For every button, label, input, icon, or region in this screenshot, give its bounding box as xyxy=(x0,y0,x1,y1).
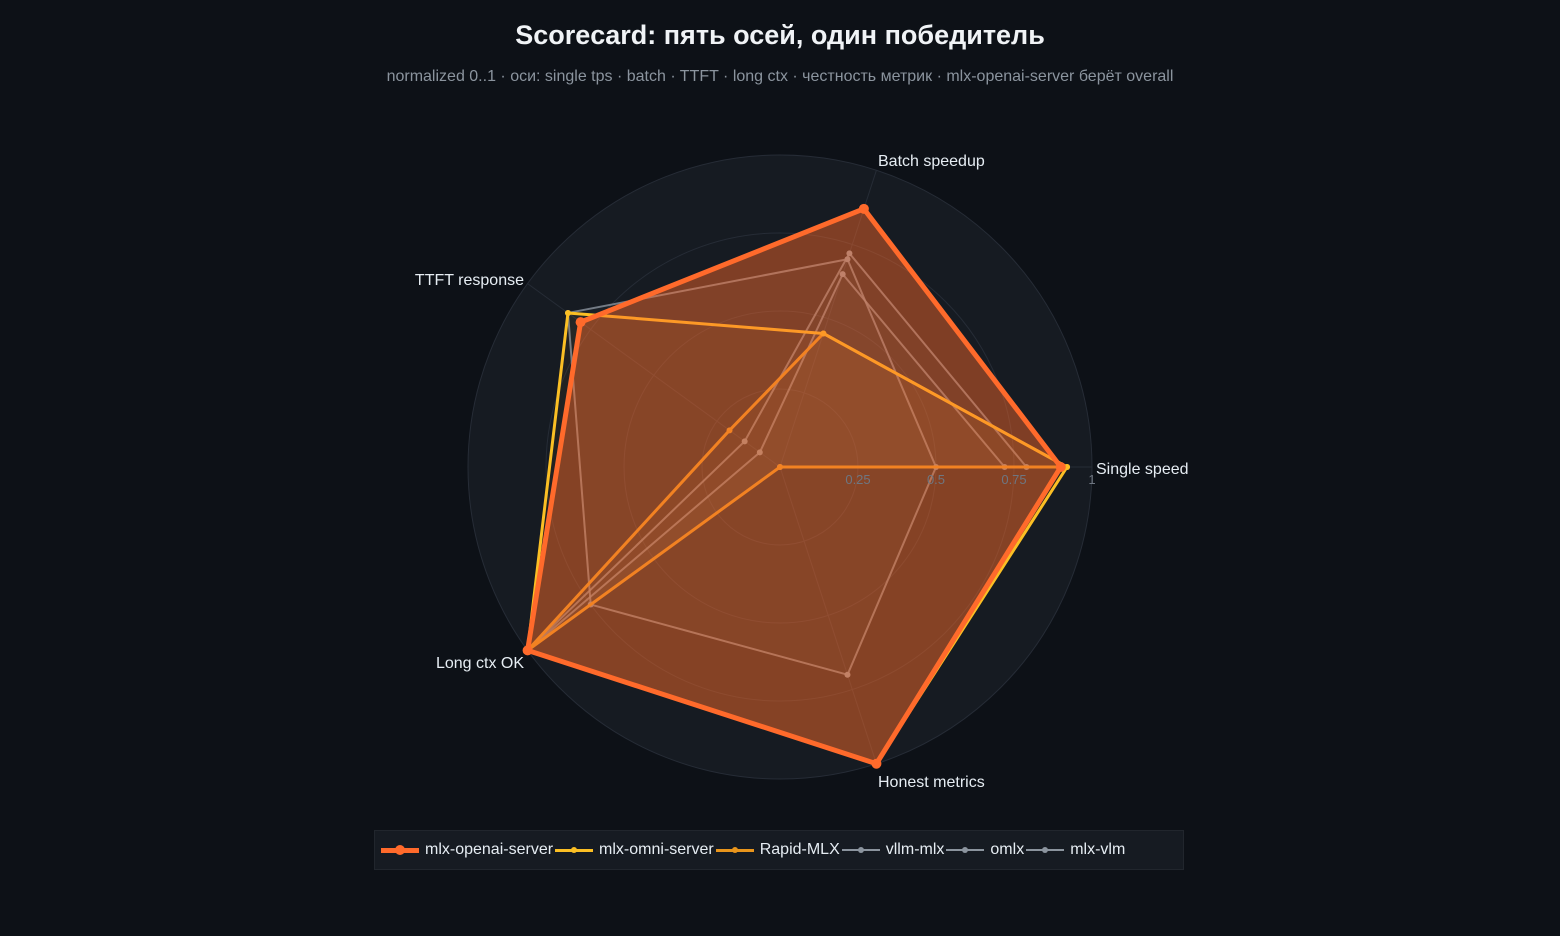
axis-label: Long ctx OK xyxy=(436,655,524,672)
radial-tick-label: 0.75 xyxy=(1001,472,1026,487)
legend-swatch xyxy=(715,844,754,856)
data-point-Rapid-MLX xyxy=(726,427,733,434)
chart-title: Scorecard: пять осей, один победитель xyxy=(515,20,1045,50)
data-point-omlx xyxy=(839,271,846,278)
data-point-mlx-omni-server xyxy=(820,330,827,337)
legend-item-vllm-mlx[interactable]: vllm-mlx xyxy=(841,841,945,859)
radial-tick-label: 0.25 xyxy=(845,472,870,487)
legend-item-mlx-omni-server[interactable]: mlx-omni-server xyxy=(555,841,714,859)
data-point-mlx-omni-server xyxy=(564,309,571,316)
legend-swatch xyxy=(555,844,594,856)
radial-tick-label: 0.5 xyxy=(927,472,945,487)
legend-item-mlx-vlm[interactable]: mlx-vlm xyxy=(1026,841,1125,859)
data-point-mlx-openai-server xyxy=(871,758,882,769)
legend-item-Rapid-MLX[interactable]: Rapid-MLX xyxy=(715,841,840,859)
data-point-mlx-openai-server xyxy=(522,645,533,656)
chart-subtitle: normalized 0..1 · оси: single tps · batc… xyxy=(386,68,1174,85)
data-point-mlx-openai-server xyxy=(858,203,869,214)
data-point-mlx-openai-server xyxy=(575,317,586,328)
legend-label: Rapid-MLX xyxy=(759,841,840,858)
axis-label: Honest metrics xyxy=(878,774,985,791)
series-mlx-openai-server xyxy=(525,206,1064,767)
legend-item-omlx[interactable]: omlx xyxy=(946,841,1024,859)
legend-item-mlx-openai-server[interactable]: mlx-openai-server xyxy=(381,841,553,859)
data-point-Rapid-MLX xyxy=(777,464,783,470)
data-point-vllm-mlx xyxy=(741,438,748,445)
legend-label: mlx-omni-server xyxy=(599,841,714,858)
legend-label: omlx xyxy=(990,841,1025,858)
data-point-vllm-mlx xyxy=(846,250,853,257)
legend-label: mlx-openai-server xyxy=(425,841,554,858)
legend: mlx-openai-server mlx-omni-server Rapid-ML… xyxy=(374,830,1184,870)
legend-swatch xyxy=(946,844,985,856)
series-mlx-vlm xyxy=(566,258,937,676)
radial-tick-label: 1 xyxy=(1088,472,1095,487)
legend-label: mlx-vlm xyxy=(1070,841,1126,858)
data-point-mlx-openai-server xyxy=(1055,462,1066,472)
axis-line xyxy=(779,466,877,764)
legend-swatch xyxy=(841,844,880,856)
axis-line xyxy=(779,170,877,468)
legend-swatch xyxy=(381,844,419,856)
legend-label: vllm-mlx xyxy=(885,841,945,858)
axis-label: TTFT response xyxy=(415,272,524,289)
legend-swatch xyxy=(1026,844,1065,856)
axis-label: Single speed xyxy=(1096,461,1189,478)
data-point-mlx-vlm xyxy=(844,671,851,678)
data-point-omlx xyxy=(756,449,763,456)
axis-label: Batch speedup xyxy=(878,153,985,170)
